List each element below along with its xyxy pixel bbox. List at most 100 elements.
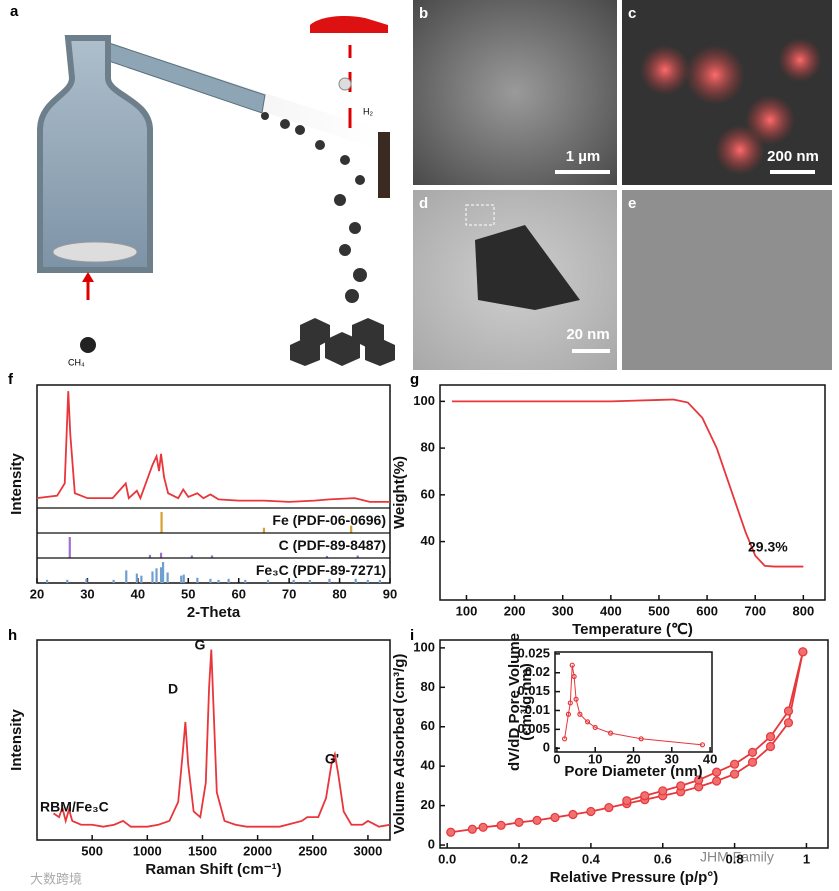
x-tick-label: 500	[648, 603, 670, 618]
y-axis-label: Intensity	[8, 709, 25, 771]
data-point	[584, 719, 591, 725]
panel-label: i	[410, 627, 414, 644]
reference-label: Fe₃C (PDF-89-7271)	[256, 562, 386, 578]
x-tick-label: 400	[600, 603, 622, 618]
y-axis-label: Volume Adsorbed (cm³/g)	[391, 654, 408, 835]
data-point	[765, 732, 776, 742]
data-point	[567, 700, 573, 706]
y-tick-label: 60	[421, 486, 435, 501]
collector	[378, 132, 390, 198]
x-tick-label: 200	[504, 603, 526, 618]
data-point	[604, 802, 614, 813]
x-tick-label: 500	[81, 843, 103, 858]
panel-label: e	[628, 195, 636, 212]
y-axis-label: Intensity	[8, 453, 25, 515]
data-point	[607, 730, 614, 736]
red-regions	[640, 38, 822, 175]
annotation: 29.3%	[748, 539, 788, 555]
data-point	[532, 815, 542, 825]
x-axis-label: 2-Theta	[187, 604, 241, 621]
data-point	[569, 662, 575, 668]
data-point	[478, 822, 488, 832]
scale-label: 20 nm	[566, 326, 609, 343]
y-axis-label: dV/dD Pore Volume	[506, 633, 523, 771]
annotation: D	[168, 681, 178, 697]
data-point	[694, 775, 704, 785]
data-point	[622, 796, 632, 806]
annotation: G	[195, 637, 206, 653]
x-tick-label: 300	[552, 603, 574, 618]
x-tick-label: 1	[803, 851, 810, 866]
x-tick-label: 20	[30, 586, 44, 601]
data-point	[712, 767, 722, 777]
x-tick-label: 0.0	[438, 851, 456, 866]
x-tick-label: 800	[792, 603, 814, 618]
y-tick-label: 0.015	[517, 683, 550, 698]
annotation: RBM/Fe₃C	[40, 799, 109, 815]
y-tick-label: 60	[421, 718, 435, 733]
hrtem-image-e	[622, 190, 832, 370]
panel-label: g	[410, 371, 419, 388]
x-tick-label: 2000	[243, 843, 272, 858]
scale-label: 200 nm	[767, 148, 819, 165]
y-axis-label: (cm³/g·nm)	[518, 663, 535, 741]
data-point	[568, 809, 578, 820]
reactor	[37, 35, 153, 273]
distributor	[52, 241, 138, 263]
y-tick-label: 0.01	[525, 702, 550, 717]
x-tick-label: 0	[553, 751, 560, 766]
x-tick-label: 30	[665, 751, 679, 766]
y-tick-label: 80	[421, 679, 435, 694]
x-tick-label: 2500	[298, 843, 327, 858]
x-axis-label: Relative Pressure (p/p°)	[550, 869, 719, 886]
y-tick-label: 20	[421, 797, 435, 812]
x-tick-label: 90	[383, 586, 397, 601]
h2-label: H₂	[363, 106, 373, 116]
data-point	[550, 812, 560, 823]
data-point	[446, 827, 456, 837]
plot-frame	[36, 384, 391, 584]
data-point	[573, 696, 579, 702]
schematic: CH₄ H₂	[37, 16, 395, 367]
x-axis-label: Raman Shift (cm⁻¹)	[145, 861, 281, 878]
zoom-box	[465, 204, 495, 226]
x-tick-label: 0.8	[726, 851, 744, 866]
data-point	[496, 820, 506, 830]
x-tick-label: 0.4	[582, 851, 601, 866]
x-tick-label: 0.2	[510, 851, 528, 866]
data-point	[586, 806, 596, 817]
panel-label: a	[10, 3, 19, 20]
data-point	[565, 711, 572, 717]
y-tick-label: 40	[421, 758, 435, 773]
y-tick-label: 0.005	[517, 721, 550, 736]
x-axis-label: Pore Diameter (nm)	[564, 763, 702, 780]
y-tick-label: 0	[428, 836, 435, 851]
data-point	[729, 759, 740, 769]
data-point	[783, 718, 794, 728]
particle	[475, 225, 580, 310]
x-tick-label: 10	[588, 751, 602, 766]
data-point	[514, 817, 524, 827]
x-tick-label: 60	[231, 586, 245, 601]
data-point	[638, 736, 644, 742]
y-tick-label: 40	[421, 533, 435, 548]
panel-label: c	[628, 5, 636, 22]
data-point	[783, 706, 794, 716]
y-tick-label: 0	[543, 740, 550, 755]
data-point	[571, 673, 577, 680]
x-tick-label: 30	[80, 586, 94, 601]
data-line	[36, 391, 390, 503]
data-point	[798, 647, 808, 657]
plot-frame	[36, 639, 391, 841]
panel-label: d	[419, 195, 428, 212]
y-tick-label: 80	[421, 440, 435, 455]
plot-frame	[439, 384, 826, 601]
y-tick-label: 100	[413, 639, 435, 654]
reference-label: C (PDF-89-8487)	[279, 537, 386, 553]
panel-label: f	[8, 371, 14, 388]
data-point	[561, 736, 568, 742]
y-tick-label: 0.025	[517, 645, 550, 660]
scale-label: 1 µm	[566, 148, 601, 165]
x-tick-label: 80	[332, 586, 346, 601]
